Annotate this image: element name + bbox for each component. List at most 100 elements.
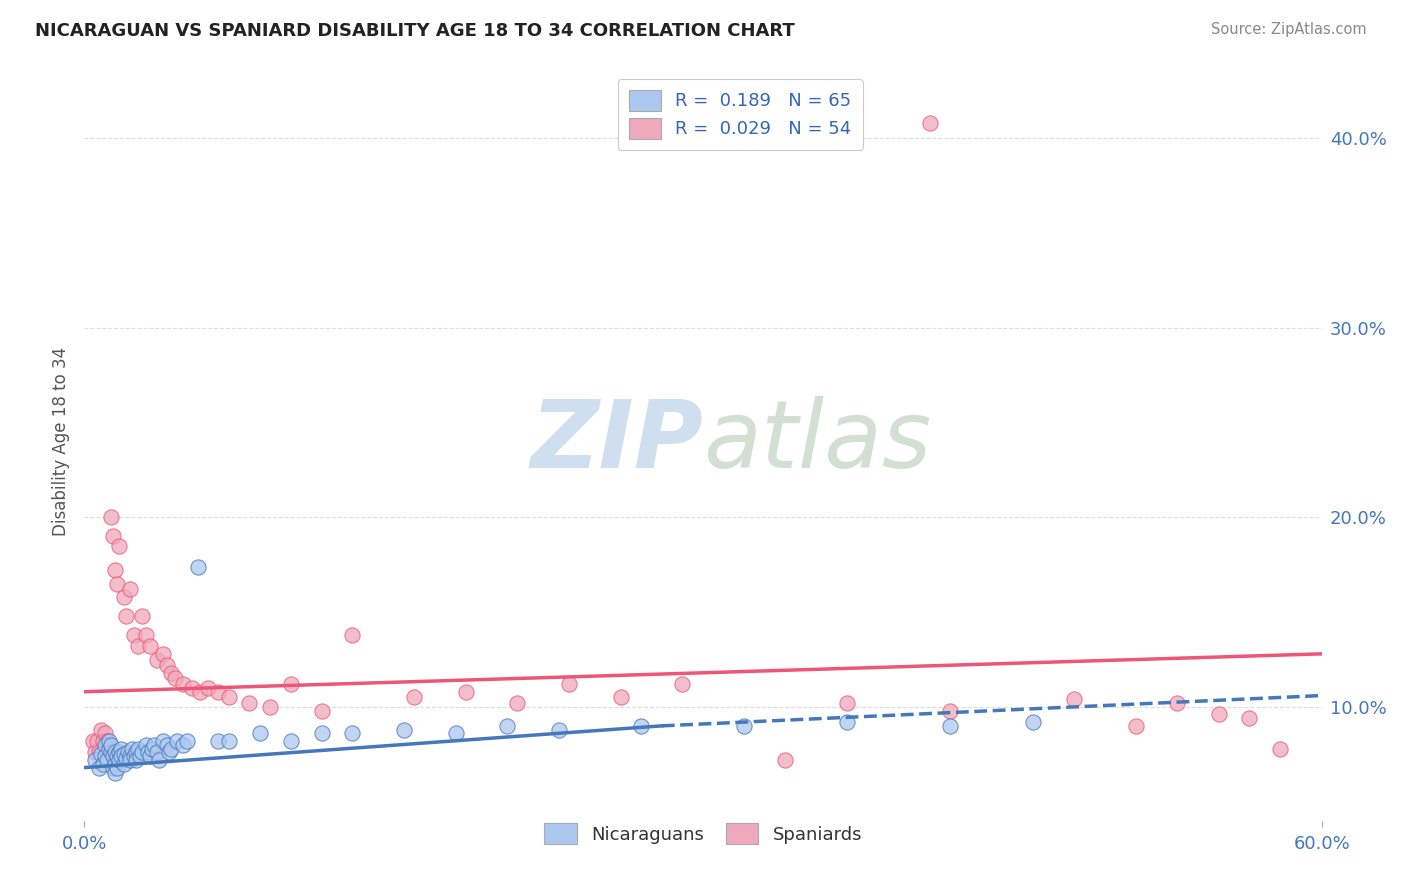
- Point: [139, 639, 162, 653]
- Point: [122, 749, 145, 764]
- Point: [342, 628, 364, 642]
- Point: [342, 726, 364, 740]
- Point: [100, 738, 122, 752]
- Point: [100, 746, 122, 760]
- Text: ZIP: ZIP: [530, 395, 703, 488]
- Point: [733, 719, 755, 733]
- Point: [100, 510, 122, 524]
- Point: [837, 715, 859, 730]
- Point: [108, 746, 131, 760]
- Point: [259, 699, 281, 714]
- Point: [103, 749, 125, 764]
- Point: [135, 628, 157, 642]
- Point: [87, 746, 110, 760]
- Point: [105, 760, 128, 774]
- Point: [1063, 692, 1085, 706]
- Point: [114, 751, 136, 765]
- Point: [837, 696, 859, 710]
- Point: [404, 690, 426, 705]
- Point: [122, 628, 145, 642]
- Point: [112, 756, 135, 771]
- Point: [609, 690, 631, 705]
- Text: atlas: atlas: [703, 396, 931, 487]
- Point: [112, 590, 135, 604]
- Point: [172, 677, 194, 691]
- Point: [105, 576, 128, 591]
- Point: [125, 746, 148, 760]
- Point: [121, 741, 143, 756]
- Point: [218, 690, 240, 705]
- Point: [87, 760, 110, 774]
- Point: [98, 741, 121, 756]
- Point: [139, 749, 162, 764]
- Point: [280, 734, 302, 748]
- Point: [98, 741, 121, 756]
- Point: [127, 741, 149, 756]
- Point: [118, 753, 141, 767]
- Point: [197, 681, 219, 695]
- Point: [82, 734, 104, 748]
- Point: [94, 738, 117, 752]
- Point: [118, 749, 141, 764]
- Point: [311, 726, 333, 740]
- Point: [1208, 707, 1230, 722]
- Point: [125, 753, 148, 767]
- Point: [91, 756, 114, 771]
- Point: [180, 681, 202, 695]
- Point: [165, 672, 187, 686]
- Point: [112, 747, 135, 762]
- Point: [129, 749, 152, 764]
- Point: [444, 726, 467, 740]
- Point: [94, 726, 117, 740]
- Point: [127, 639, 149, 653]
- Point: [90, 747, 112, 762]
- Point: [94, 749, 117, 764]
- Point: [105, 749, 128, 764]
- Point: [104, 756, 127, 771]
- Point: [152, 734, 174, 748]
- Point: [187, 559, 209, 574]
- Point: [83, 746, 105, 760]
- Legend: Nicaraguans, Spaniards: Nicaraguans, Spaniards: [536, 814, 870, 854]
- Point: [96, 734, 118, 748]
- Point: [172, 738, 194, 752]
- Point: [280, 677, 302, 691]
- Point: [145, 652, 167, 666]
- Point: [148, 753, 170, 767]
- Point: [160, 741, 183, 756]
- Point: [143, 738, 166, 752]
- Point: [496, 719, 519, 733]
- Point: [454, 685, 477, 699]
- Point: [918, 116, 941, 130]
- Point: [104, 766, 127, 780]
- Point: [1166, 696, 1188, 710]
- Point: [145, 746, 167, 760]
- Point: [1270, 741, 1292, 756]
- Point: [1125, 719, 1147, 733]
- Point: [118, 582, 141, 597]
- Point: [152, 647, 174, 661]
- Point: [83, 753, 105, 767]
- Point: [506, 696, 529, 710]
- Point: [103, 760, 125, 774]
- Point: [207, 734, 229, 748]
- Point: [547, 723, 569, 737]
- Point: [103, 529, 125, 543]
- Point: [96, 753, 118, 767]
- Point: [156, 738, 179, 752]
- Point: [156, 658, 179, 673]
- Point: [1239, 711, 1261, 725]
- Point: [238, 696, 260, 710]
- Point: [91, 734, 114, 748]
- Point: [135, 738, 157, 752]
- Point: [141, 741, 163, 756]
- Point: [136, 746, 159, 760]
- Point: [157, 746, 180, 760]
- Point: [630, 719, 652, 733]
- Point: [108, 753, 131, 767]
- Point: [218, 734, 240, 748]
- Point: [131, 609, 153, 624]
- Point: [160, 665, 183, 680]
- Text: Source: ZipAtlas.com: Source: ZipAtlas.com: [1211, 22, 1367, 37]
- Point: [110, 749, 132, 764]
